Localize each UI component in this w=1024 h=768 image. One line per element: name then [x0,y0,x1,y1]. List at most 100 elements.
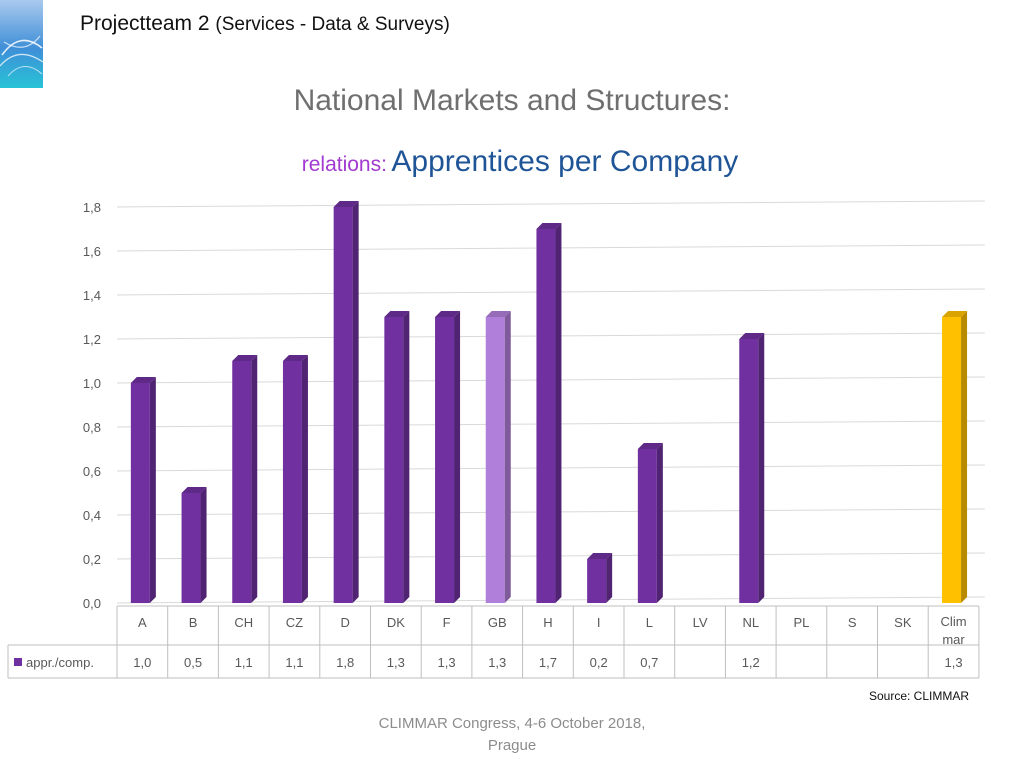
bar-top [333,201,359,207]
bar-top [130,377,156,383]
bar-cz [282,355,308,603]
bar-top [485,311,511,317]
bar-front [130,383,150,603]
bar-side [200,487,207,603]
data-value-label: 1,7 [539,655,557,670]
y-tick-label: 0,4 [83,508,101,523]
x-category-label: CH [234,615,253,630]
bar-front [536,229,556,603]
bar-side [555,223,562,603]
bar-top [282,355,308,361]
bar-top [232,355,258,361]
x-category-label: H [543,615,552,630]
y-tick-label: 0,0 [83,596,101,611]
bar-side [352,201,359,603]
y-tick-label: 1,0 [83,376,101,391]
y-axis-ticks: 0,0 0,2 0,4 0,6 0,8 1,0 1,2 1,4 1,6 1,8 [83,200,101,611]
bar-side [454,311,461,603]
bar-front [435,317,455,603]
slide-title: National Markets and Structures: [293,84,731,117]
y-tick-label: 0,6 [83,464,101,479]
slide-subtitle: relations: Apprentices per Company [0,145,1024,179]
bar-front [637,449,657,603]
slide-header: Projectteam 2 (Services - Data & Surveys… [80,12,450,36]
bar-side [251,355,258,603]
x-category-label: CZ [286,615,303,630]
bar-side [504,311,511,603]
bar-side [301,355,308,603]
bar-clim-mar [942,311,968,603]
x-category-label: GB [488,615,507,630]
team-name: Projectteam 2 [80,12,210,35]
data-value-label: 1,2 [742,655,760,670]
bar-front [181,493,201,603]
bar-front [333,207,353,603]
data-value-label: 1,3 [438,655,456,670]
x-category-label: Clim mar [941,614,967,647]
team-subtitle: (Services - Data & Surveys) [215,14,450,35]
bar-front [485,317,505,603]
data-value-label: 1,1 [235,655,253,670]
x-category-label: S [848,615,857,630]
bar-side [606,553,613,603]
slide-footer: CLIMMAR Congress, 4-6 October 2018, Prag… [0,713,1024,757]
x-category-label: F [443,615,451,630]
bar-side [403,311,410,603]
subtitle-prefix: relations: [301,153,387,176]
x-category-label: L [646,615,653,630]
bar-a [130,377,156,603]
x-category-label: I [597,615,601,630]
x-category-label: SK [894,615,912,630]
data-value-label: 1,3 [488,655,506,670]
bar-top [587,553,613,559]
bar-side [656,443,663,603]
bar-top [536,223,562,229]
legend-swatch [14,658,22,666]
bar-d [333,201,359,603]
data-value-label: 1,8 [336,655,354,670]
bar-i [587,553,613,603]
bar-dk [384,311,410,603]
footer-line-1: CLIMMAR Congress, 4-6 October 2018, [378,715,646,732]
bar-f [435,311,461,603]
bar-top [181,487,207,493]
bar-b [181,487,207,603]
bar-front [282,361,302,603]
x-category-label: D [340,615,349,630]
data-value-label: 1,0 [133,655,151,670]
x-category-label: DK [387,615,405,630]
gridline [116,200,985,208]
data-value-label: 0,7 [640,655,658,670]
source-note: Source: CLIMMAR [868,689,969,703]
bar-top [942,311,968,317]
bar-side [149,377,156,603]
subtitle-main: Apprentices per Company [391,145,739,178]
y-tick-label: 0,2 [83,552,101,567]
bar-chart: 0,0 0,2 0,4 0,6 0,8 1,0 1,2 1,4 1,6 1,8 A B CH CZ D DK… [7,200,985,679]
bar-top [435,311,461,317]
bars [130,201,968,603]
data-table: A B CH CZ D DK F GB H I L LV NL PL S SK Clim mar appr./com… [7,605,980,679]
data-value-label: 0,2 [590,655,608,670]
bar-front [739,339,759,603]
bar-side [758,333,765,603]
bar-gb [485,311,511,603]
y-tick-label: 1,2 [83,332,101,347]
footer-line-2: Prague [487,737,537,754]
x-category-label: PL [793,615,809,630]
y-tick-label: 1,4 [83,288,101,303]
data-value-label: 1,1 [285,655,303,670]
bar-top [637,443,663,449]
bar-ch [232,355,258,603]
data-value-label: 1,3 [945,655,963,670]
bar-front [942,317,962,603]
y-tick-label: 1,8 [83,200,101,215]
bar-l [637,443,663,603]
x-category-label: NL [742,615,759,630]
bar-top [739,333,765,339]
congress-logo [0,0,44,88]
bar-top [384,311,410,317]
data-value-label: 1,3 [387,655,405,670]
y-tick-label: 0,8 [83,420,101,435]
bar-front [232,361,252,603]
